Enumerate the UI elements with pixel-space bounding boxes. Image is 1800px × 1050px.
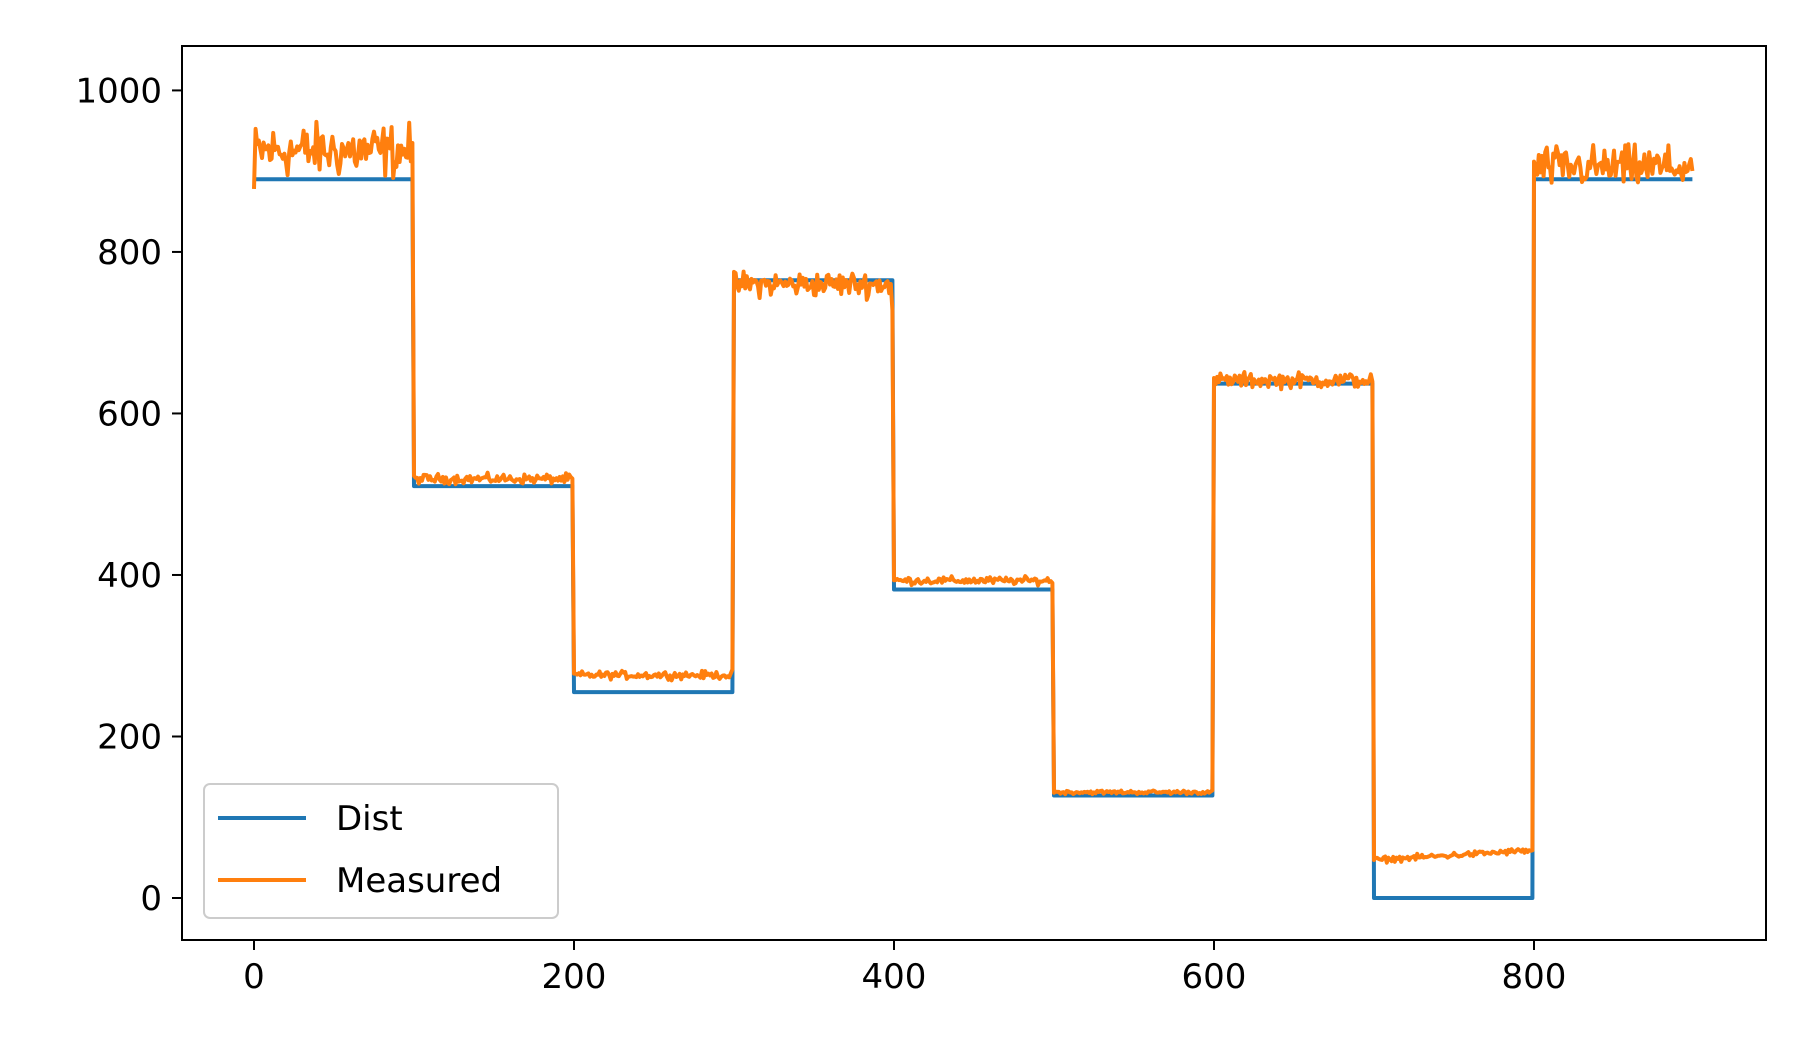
series-line-dist bbox=[254, 177, 1693, 901]
y-tick-label-0: 0 bbox=[140, 879, 162, 919]
legend-label-measured: Measured bbox=[336, 861, 502, 901]
x-tick-label-800: 800 bbox=[1502, 957, 1567, 997]
legend: Dist Measured bbox=[203, 783, 559, 919]
legend-label-dist: Dist bbox=[336, 799, 403, 839]
x-tick-label-200: 200 bbox=[542, 957, 607, 997]
plot-frame bbox=[181, 45, 1767, 941]
series-line-measured bbox=[252, 119, 1695, 865]
y-axis: 0 200 400 600 800 1000 bbox=[75, 71, 182, 919]
y-tick-label-800: 800 bbox=[97, 233, 162, 273]
x-tick-label-600: 600 bbox=[1182, 957, 1247, 997]
y-tick-label-200: 200 bbox=[97, 717, 162, 757]
series-layer bbox=[252, 119, 1695, 901]
y-tick-label-600: 600 bbox=[97, 394, 162, 434]
y-tick-label-400: 400 bbox=[97, 556, 162, 596]
x-axis: 0 200 400 600 800 bbox=[243, 940, 1566, 997]
y-tick-label-1000: 1000 bbox=[75, 71, 162, 111]
x-tick-label-0: 0 bbox=[243, 957, 265, 997]
x-tick-label-400: 400 bbox=[862, 957, 927, 997]
